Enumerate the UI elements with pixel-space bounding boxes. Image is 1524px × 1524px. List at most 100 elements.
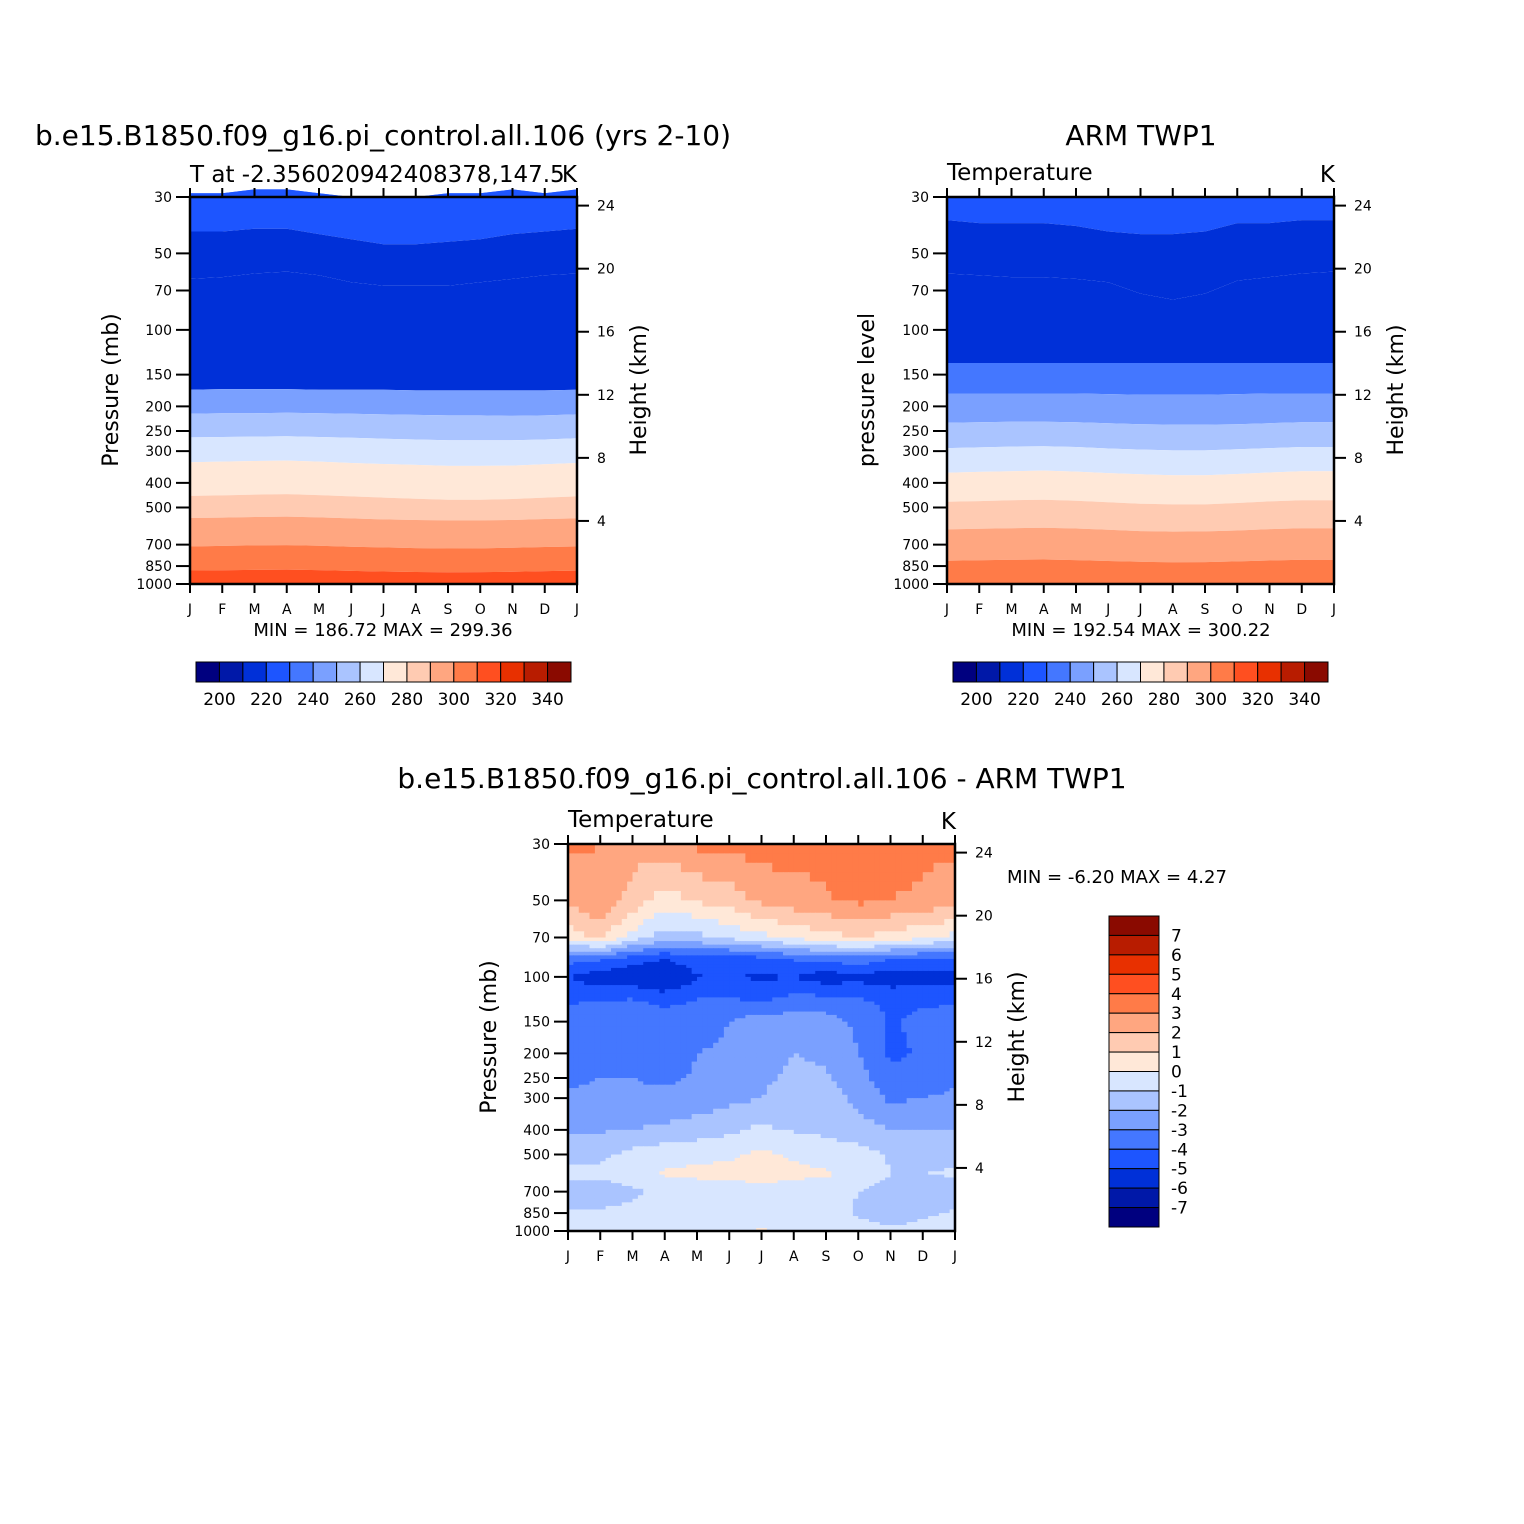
contour-cell (831, 1048, 838, 1054)
contour-cell (938, 1138, 945, 1143)
contour-cell (933, 1094, 940, 1099)
contour-cell (702, 1004, 709, 1009)
contour-cell (627, 976, 634, 982)
contour-cell (659, 955, 666, 960)
contour-cell (788, 1021, 795, 1028)
contour-cell (917, 1078, 924, 1082)
contour-cell (734, 948, 741, 953)
y-tick-label: 300 (902, 444, 929, 460)
contour-cell (901, 1014, 908, 1019)
contour-cell (589, 853, 596, 864)
contour-cell (799, 961, 806, 966)
contour-cell (906, 1142, 913, 1147)
contour-cell (713, 862, 720, 873)
contour-cell (756, 976, 763, 982)
contour-cell (578, 997, 585, 1003)
contour-cell (750, 872, 757, 883)
contour-cell (654, 1018, 660, 1023)
contour-cell (766, 1133, 773, 1139)
contour-cell (906, 1138, 913, 1143)
contour-cell (869, 1084, 875, 1089)
contour-cell (654, 1014, 660, 1019)
contour-cell (621, 937, 628, 942)
contour-cell (820, 1138, 827, 1143)
contour-cell (621, 980, 628, 986)
contour-cell (702, 1001, 709, 1006)
contour-cell (627, 906, 634, 914)
contour-cell (820, 1061, 827, 1067)
contour-cell (783, 1008, 789, 1013)
contour-cell (836, 1088, 843, 1093)
x-tick-label: M (1005, 602, 1017, 618)
contour-cell (863, 1103, 870, 1110)
contour-cell (729, 906, 736, 914)
contour-cell (895, 1048, 902, 1054)
contour-cell (648, 931, 655, 939)
contour-cell (869, 941, 875, 946)
contour-cell (713, 1057, 720, 1063)
contour-cell (863, 955, 870, 960)
contour-cell (573, 1124, 580, 1131)
contour-cell (804, 931, 811, 939)
contour-cell (944, 985, 951, 990)
contour-cell (675, 993, 682, 998)
contour-cell (793, 1026, 800, 1033)
contour-cell (616, 890, 623, 901)
contour-cell (852, 1001, 859, 1006)
contour-cell (793, 844, 800, 854)
contour-cell (643, 1069, 650, 1075)
contour-cell (885, 1114, 892, 1120)
contour-cell (766, 890, 773, 901)
contour-cell (869, 948, 875, 953)
contour-cell (890, 941, 897, 946)
contour-cell (766, 989, 773, 994)
contour-cell (568, 912, 574, 920)
contour-cell (777, 944, 784, 949)
contour-cell (852, 906, 859, 914)
contour-cell (691, 1042, 698, 1049)
contour-cell (869, 1001, 875, 1006)
contour-cell (691, 976, 698, 982)
contour-cell (938, 1057, 945, 1063)
contour-cell (621, 1108, 628, 1115)
contour-cell (686, 1008, 693, 1013)
contour-cell (707, 1053, 714, 1059)
contour-cell (809, 1094, 816, 1099)
contour-cell (573, 1146, 580, 1151)
contour-cell (836, 1011, 843, 1016)
contour-cell (912, 985, 918, 990)
contour-cell (589, 937, 596, 942)
contour-cell (815, 1069, 822, 1075)
contour-cell (917, 993, 924, 998)
contour-cell (594, 1150, 601, 1156)
contour-cell (605, 951, 612, 956)
contour-cell (890, 862, 897, 873)
contour-cell (809, 967, 816, 972)
contour-cell (922, 931, 929, 939)
contour-cell (670, 1042, 677, 1049)
contour-cell (895, 1073, 902, 1079)
contour-cell (836, 1114, 843, 1120)
contour-cell (664, 967, 671, 972)
contour-cell (568, 1073, 574, 1079)
contour-cell (820, 1146, 827, 1151)
contour-cell (745, 1150, 752, 1156)
contour-cell (648, 1065, 655, 1071)
contour-cell (584, 1004, 591, 1009)
contour-cell (627, 1053, 634, 1059)
contour-cell (772, 967, 779, 972)
contour-cell (793, 1138, 800, 1143)
contour-cell (836, 1142, 843, 1147)
contour-cell (718, 1108, 725, 1115)
contour-cell (831, 862, 838, 873)
contour-cell (718, 1084, 725, 1089)
contour-cell (788, 976, 795, 982)
contour-cell (831, 980, 838, 986)
contour-cell (783, 1098, 789, 1105)
contour-cell (933, 1057, 940, 1063)
contour-cell (938, 1088, 945, 1093)
contour-cell (766, 1004, 773, 1009)
contour-cell (890, 1078, 897, 1082)
contour-cell (670, 1065, 677, 1071)
contour-cell (777, 1114, 784, 1120)
